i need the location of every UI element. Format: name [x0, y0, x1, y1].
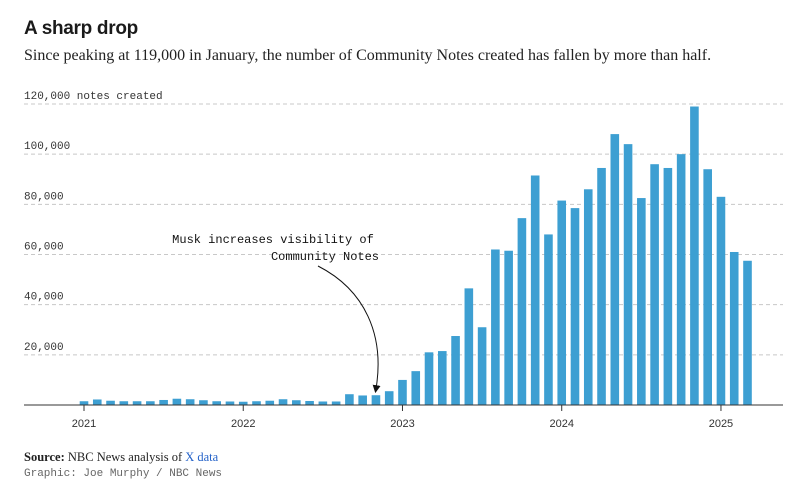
- bar-2024-07: [637, 198, 646, 405]
- annotation-line-1: Musk increases visibility of: [172, 233, 374, 247]
- bar-2024-04: [597, 167, 606, 405]
- bar-2022-08: [331, 401, 341, 405]
- x-tick-label: 2023: [390, 418, 414, 430]
- x-tick-label: 2021: [72, 418, 96, 430]
- bar-2022-02: [252, 401, 261, 405]
- bar-2023-08: [491, 249, 500, 405]
- bar-2021-04: [119, 401, 129, 405]
- bar-2023-09: [504, 250, 513, 405]
- bar-2023-04: [437, 351, 447, 405]
- bar-2022-03: [265, 400, 275, 405]
- annotation-arrow: [317, 265, 381, 394]
- bar-2023-07: [477, 327, 487, 405]
- bar-2022-12: [384, 391, 394, 405]
- bar-2022-11: [371, 395, 381, 405]
- y-tick-label: 40,000: [24, 292, 64, 304]
- bar-2023-06: [464, 288, 474, 405]
- bar-2024-01: [557, 200, 567, 405]
- bar-2024-03: [583, 189, 593, 405]
- y-tick-label: 120,000 notes created: [24, 91, 163, 103]
- bar-2021-02: [92, 399, 102, 405]
- bar-series: [79, 106, 752, 405]
- bar-2021-08: [172, 398, 182, 405]
- bar-2022-04: [278, 399, 288, 405]
- bar-2023-03: [424, 352, 434, 405]
- source-note: Source: NBC News analysis of X data: [24, 450, 218, 465]
- bar-2021-03: [106, 400, 115, 405]
- source-label: Source:: [24, 450, 65, 464]
- source-link[interactable]: X data: [185, 450, 219, 464]
- bar-2025-01: [716, 196, 726, 405]
- bar-2023-05: [451, 336, 460, 405]
- bar-2021-07: [159, 399, 168, 405]
- bar-2023-01: [398, 379, 407, 405]
- bar-2023-12: [544, 234, 553, 405]
- annotation-line-2: Community Notes: [271, 250, 379, 264]
- bar-2022-07: [318, 401, 328, 405]
- graphic-credit: Graphic: Joe Murphy / NBC News: [24, 468, 223, 480]
- chart-subtitle: Since peaking at 119,000 in January, the…: [24, 47, 712, 64]
- bar-2021-12: [225, 401, 235, 405]
- y-tick-label: 80,000: [24, 191, 64, 203]
- bar-2024-05: [610, 134, 620, 405]
- bar-2025-02: [729, 251, 739, 405]
- bar-2021-05: [132, 401, 142, 405]
- bar-2024-06: [623, 144, 633, 405]
- x-tick-label: 2022: [231, 418, 255, 430]
- bar-2024-02: [570, 208, 580, 405]
- x-axis-ticks: 2021 2022 2023 2024 2025: [72, 405, 733, 430]
- bar-2023-02: [411, 371, 421, 405]
- bar-2024-10: [676, 154, 686, 405]
- bar-2023-10: [517, 218, 527, 405]
- bar-2025-03: [743, 260, 752, 405]
- source-text: NBC News analysis of: [67, 450, 183, 464]
- chart-title: A sharp drop: [24, 18, 138, 39]
- bar-2024-08: [650, 164, 659, 405]
- bar-2024-09: [663, 167, 673, 405]
- y-tick-label: 20,000: [24, 342, 64, 354]
- x-tick-label: 2025: [709, 418, 733, 430]
- bar-2022-10: [358, 395, 367, 405]
- bar-2022-06: [305, 400, 314, 405]
- bar-chart: 20,000 40,000 60,000 80,000 100,000 120,000 n…: [24, 91, 783, 430]
- annotation: Musk increases visibility of Community N…: [172, 233, 381, 394]
- y-tick-label: 60,000: [24, 242, 64, 254]
- y-axis-ticks: 20,000 40,000 60,000 80,000 100,000 120,000 n…: [24, 91, 163, 354]
- bar-2023-11: [530, 175, 540, 405]
- bar-2021-09: [185, 399, 195, 405]
- bar-2021-06: [146, 401, 155, 405]
- bar-2022-09: [345, 394, 354, 405]
- bar-2021-10: [199, 400, 208, 405]
- x-tick-label: 2024: [549, 418, 573, 430]
- bar-2024-11: [690, 106, 699, 405]
- bar-2024-12: [703, 169, 712, 405]
- bar-2021-01: [79, 401, 89, 405]
- bar-2022-01: [238, 401, 248, 405]
- bar-2021-11: [212, 401, 221, 405]
- bar-2022-05: [292, 400, 301, 405]
- y-tick-label: 100,000: [24, 141, 70, 153]
